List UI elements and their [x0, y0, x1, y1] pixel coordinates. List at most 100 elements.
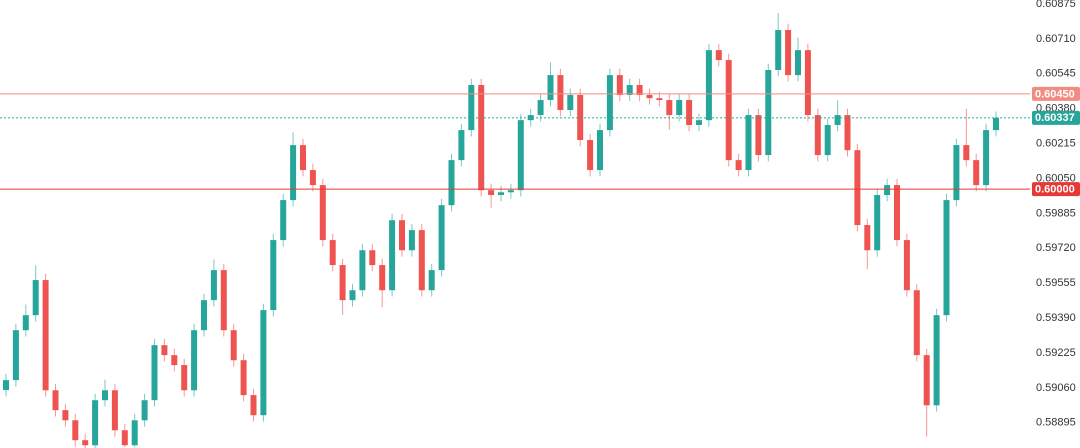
candle-body [745, 115, 752, 171]
candle-body [616, 75, 623, 95]
candle-body [903, 240, 910, 291]
y-tick-label: 0.58895 [1036, 417, 1076, 429]
candle-body [408, 230, 415, 251]
candle-body [270, 240, 277, 311]
candle-body [250, 395, 257, 416]
candle-body [973, 160, 980, 186]
price-level-tag [1032, 86, 1080, 101]
candle-body [795, 50, 801, 76]
candle-body [953, 145, 960, 201]
candle-body [359, 250, 366, 291]
candle-body [151, 345, 158, 401]
candle-body [22, 315, 29, 331]
candle-body [715, 50, 722, 61]
candle-body [468, 85, 475, 131]
candle-body [171, 355, 178, 366]
candle-body [181, 365, 188, 391]
candle-body [864, 225, 871, 251]
candle-body [369, 250, 376, 266]
candle-body [260, 310, 267, 416]
y-tick-label: 0.60710 [1036, 33, 1076, 45]
candle-body [824, 125, 831, 156]
candle-body [606, 75, 613, 131]
candle-body [161, 345, 168, 356]
candle-body [656, 98, 663, 101]
candle-body [735, 160, 742, 171]
candle-body [597, 130, 603, 171]
candle-body [636, 85, 643, 95]
candle-body [686, 100, 693, 126]
candle-body [725, 60, 732, 161]
candle-body [814, 115, 821, 156]
candle-body [240, 360, 247, 396]
candle-body [696, 120, 702, 126]
candle-body [567, 94, 574, 110]
price-level-tag [1032, 110, 1080, 125]
y-tick-label: 0.60215 [1036, 138, 1076, 150]
candle-body [329, 240, 336, 266]
candle-body [399, 220, 405, 251]
candle-body [913, 290, 920, 356]
candle-body [389, 220, 396, 291]
candle-body [963, 145, 970, 161]
candle-body [626, 85, 633, 95]
y-tick-label: 0.60545 [1036, 68, 1076, 80]
candle-body [131, 420, 138, 446]
candle-body [894, 185, 900, 241]
y-tick-label: 0.59390 [1036, 312, 1076, 324]
candle-body [666, 100, 673, 116]
candle-body [458, 130, 465, 161]
candle-body [379, 265, 386, 291]
y-tick-label: 0.59555 [1036, 277, 1076, 289]
candle-body [527, 115, 534, 121]
candle-body [943, 200, 950, 316]
candle-body [319, 185, 326, 241]
y-tick-label: 0.59060 [1036, 382, 1076, 394]
candle-body [349, 290, 356, 301]
candle-body [587, 140, 594, 171]
y-tick-label: 0.59885 [1036, 207, 1076, 219]
candle-body [498, 192, 504, 196]
candle-body [775, 30, 782, 71]
candle-body [646, 94, 653, 99]
candle-body [705, 50, 712, 121]
candle-body [309, 170, 316, 186]
candle-body [220, 270, 227, 331]
candle-body [438, 205, 445, 271]
candle-body [488, 190, 495, 196]
candle-body [201, 300, 207, 331]
candle-body [121, 430, 128, 446]
candle-body [517, 120, 524, 191]
candle-body [428, 270, 435, 291]
candle-body [448, 160, 455, 206]
candle-body [52, 390, 59, 411]
candle-body [111, 390, 118, 431]
candle-body [62, 410, 69, 421]
candle-body [210, 270, 217, 301]
candle-body [280, 200, 287, 241]
candle-body [854, 150, 861, 226]
candle-body [478, 85, 485, 191]
candle-body [82, 440, 89, 446]
candle-body [12, 330, 19, 381]
candle-body [923, 355, 930, 406]
candle-body [3, 380, 9, 391]
price-level-label: 0.60450 [1035, 88, 1075, 100]
candle-body [834, 115, 841, 126]
price-level-tag [1032, 182, 1080, 197]
candle-body [72, 420, 79, 441]
y-tick-label: 0.60875 [1036, 0, 1076, 10]
price-level-label: 0.60000 [1035, 184, 1075, 196]
candle-body [557, 75, 564, 110]
candle-body [983, 130, 990, 186]
y-tick-label: 0.59720 [1036, 242, 1076, 254]
candle-body [765, 70, 772, 156]
candle-body [191, 330, 198, 391]
candle-body [339, 265, 346, 301]
candle-body [418, 230, 425, 291]
candle-body [547, 75, 554, 101]
candle-body [92, 400, 99, 446]
candle-body [507, 190, 514, 193]
candle-body [844, 115, 851, 151]
